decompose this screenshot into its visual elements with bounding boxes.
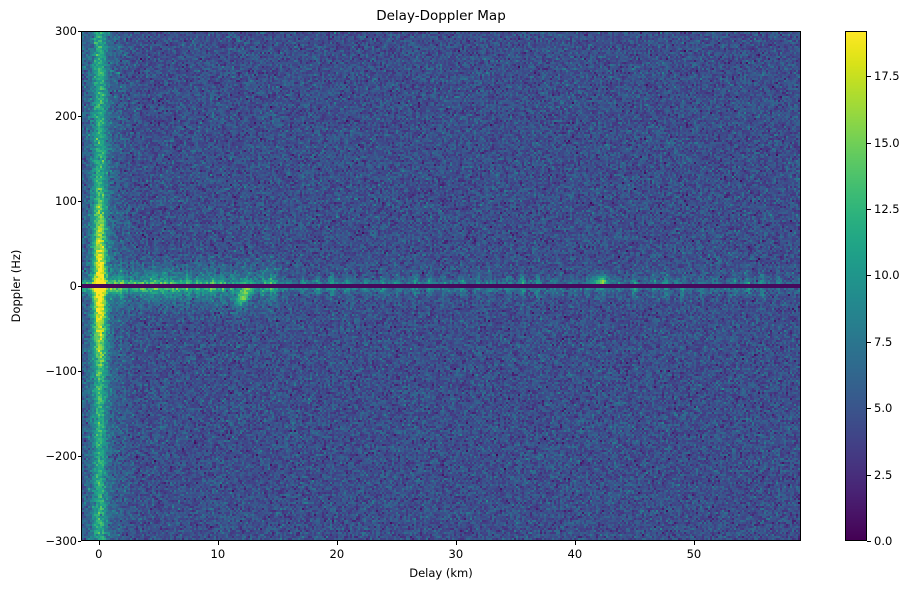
colorbar-tick-label: 10.0 bbox=[874, 268, 900, 283]
colorbar-tick-mark bbox=[867, 408, 871, 410]
x-tick-label: 10 bbox=[210, 547, 226, 561]
x-tick-mark bbox=[693, 541, 695, 545]
delay-doppler-heatmap bbox=[82, 32, 800, 540]
colorbar-tick-mark bbox=[867, 341, 871, 343]
colorbar[interactable] bbox=[845, 31, 867, 541]
x-tick-label: 50 bbox=[686, 547, 702, 561]
x-tick-mark bbox=[574, 541, 576, 545]
y-tick-label: 200 bbox=[55, 109, 77, 123]
y-tick-mark bbox=[77, 371, 81, 372]
y-tick-label: −300 bbox=[45, 534, 77, 548]
y-tick-mark bbox=[77, 116, 81, 117]
x-tick-label: 0 bbox=[95, 547, 103, 561]
y-axis-label-holder: Doppler (Hz) bbox=[9, 0, 23, 590]
colorbar-tick-mark bbox=[867, 208, 871, 210]
x-tick-label: 30 bbox=[448, 547, 464, 561]
y-tick-mark bbox=[77, 286, 81, 287]
x-tick-label: 20 bbox=[329, 547, 345, 561]
colorbar-tick-label: 17.5 bbox=[874, 69, 900, 84]
y-tick-mark bbox=[77, 31, 81, 32]
page-title: Delay-Doppler Map bbox=[376, 8, 506, 24]
colorbar-tick-label: 12.5 bbox=[874, 201, 900, 216]
y-tick-label: −100 bbox=[45, 364, 77, 378]
x-tick-mark bbox=[336, 541, 338, 545]
colorbar-tick-label: 15.0 bbox=[874, 135, 900, 150]
x-tick-label: 40 bbox=[567, 547, 583, 561]
colorbar-tick-mark bbox=[867, 275, 871, 277]
heatmap-plot-area[interactable] bbox=[81, 31, 801, 541]
colorbar-tick-mark bbox=[867, 142, 871, 144]
x-axis-label: Delay (km) bbox=[409, 566, 473, 580]
y-tick-label: −200 bbox=[45, 449, 77, 463]
colorbar-tick-label: 2.5 bbox=[874, 467, 893, 482]
colorbar-tick-mark bbox=[867, 474, 871, 476]
y-tick-mark bbox=[77, 201, 81, 202]
y-tick-label: 100 bbox=[55, 194, 77, 208]
y-tick-label: 0 bbox=[69, 279, 77, 293]
colorbar-tick-label: 7.5 bbox=[874, 334, 893, 349]
y-tick-mark bbox=[77, 456, 81, 457]
colorbar-tick-mark bbox=[867, 541, 871, 542]
x-tick-mark bbox=[455, 541, 457, 545]
x-tick-mark bbox=[98, 541, 100, 545]
colorbar-gradient bbox=[846, 32, 866, 540]
y-tick-label: 300 bbox=[55, 24, 77, 38]
colorbar-tick-label: 0.0 bbox=[874, 534, 893, 548]
y-tick-mark bbox=[77, 541, 81, 542]
x-tick-mark bbox=[217, 541, 219, 545]
colorbar-tick-label: 5.0 bbox=[874, 401, 893, 416]
colorbar-tick-mark bbox=[867, 76, 871, 78]
